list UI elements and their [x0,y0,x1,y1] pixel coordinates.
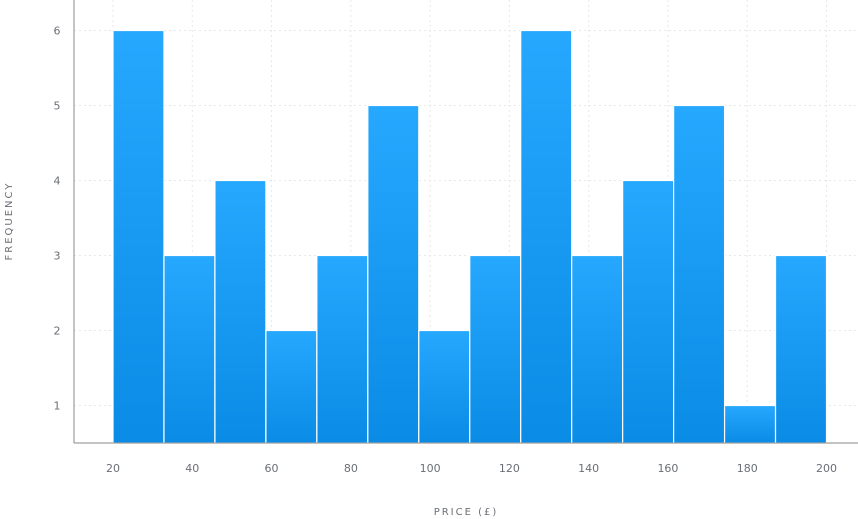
histogram-bar [673,104,726,444]
bars [112,29,828,444]
x-tick-label: 120 [499,462,520,475]
y-tick-label: 5 [54,100,61,113]
histogram-bar [214,179,267,444]
histogram-bar [469,254,522,444]
y-tick-label: 1 [54,400,61,413]
x-tick-label: 140 [578,462,599,475]
histogram-bar [265,329,318,444]
y-tick-label: 2 [54,325,61,338]
y-tick-label: 4 [54,175,61,188]
x-tick-label: 160 [657,462,678,475]
x-tick-label: 100 [420,462,441,475]
x-tick-label: 60 [265,462,279,475]
x-tick-label: 80 [344,462,358,475]
histogram-bar [316,254,369,444]
histogram-bar [774,254,828,444]
x-tick-label: 40 [185,462,199,475]
histogram-bar [367,104,420,444]
y-tick-label: 3 [54,250,61,263]
histogram-bar [571,254,624,444]
tick-labels: 20 40 60 80 100 120 140 160 180 200 1 2 3 4 5 6 [54,25,838,476]
y-axis-title: FREQUENCY [4,182,15,261]
x-tick-label: 20 [106,462,120,475]
histogram-bar [112,29,165,444]
x-axis-title: PRICE (£) [434,507,499,518]
axes [73,0,858,444]
x-tick-label: 200 [816,462,837,475]
y-tick-label: 6 [54,25,61,38]
histogram-bar [520,29,573,444]
histogram-bar [622,179,675,444]
histogram-bar [163,254,216,444]
histogram-bar [723,404,777,444]
histogram-bar [418,329,471,444]
x-tick-label: 180 [737,462,758,475]
